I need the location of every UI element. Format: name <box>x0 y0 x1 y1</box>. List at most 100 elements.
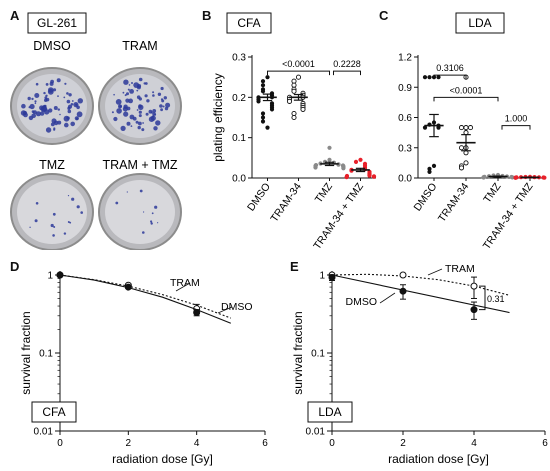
colony <box>126 92 129 96</box>
data-point <box>436 75 441 80</box>
colony <box>151 212 154 215</box>
series-label: DMSO <box>346 296 378 308</box>
data-point <box>427 166 432 171</box>
data-point <box>295 74 302 80</box>
colony <box>150 220 153 223</box>
panel-letter-d: D <box>10 259 20 274</box>
data-point <box>358 157 363 162</box>
colony <box>160 98 164 101</box>
method-label: LDA <box>468 16 491 30</box>
data-point <box>291 114 297 121</box>
method-box <box>31 401 77 423</box>
colony <box>138 114 142 118</box>
colony <box>67 109 72 114</box>
difference-label: 0.31 <box>487 294 505 304</box>
cell-line-label: GL-261 <box>37 16 77 30</box>
colony <box>71 197 75 201</box>
data-point-dmso <box>124 283 132 291</box>
dish-surface <box>105 180 175 244</box>
colony <box>48 108 53 113</box>
colony <box>39 111 45 116</box>
colony <box>66 92 69 95</box>
data-point <box>427 75 432 80</box>
colony <box>136 109 139 111</box>
data-point <box>513 175 518 180</box>
p-value-label: 0.2228 <box>333 59 361 69</box>
colony <box>163 96 167 100</box>
data-point <box>431 163 437 168</box>
colony <box>136 89 139 92</box>
colony <box>135 120 139 124</box>
method-box <box>307 401 353 423</box>
colony <box>64 122 69 128</box>
colony <box>50 122 55 127</box>
data-point <box>463 160 469 166</box>
y-axis-label: plating efficiency <box>211 73 225 162</box>
data-point <box>353 159 359 164</box>
dish-label-tram-tmz: TRAM + TMZ <box>102 158 177 172</box>
colony <box>146 99 150 103</box>
y-tick-label: 0.2 <box>232 93 246 104</box>
colony <box>143 211 145 213</box>
data-point <box>286 98 293 104</box>
data-point-dmso <box>470 306 478 314</box>
y-tick-label: 0.9 <box>398 83 412 94</box>
colony <box>50 79 54 84</box>
colony <box>76 205 80 209</box>
x-tick-label: 2 <box>400 438 406 449</box>
data-point <box>422 75 428 80</box>
colony <box>138 77 143 82</box>
colony <box>116 108 122 114</box>
colony <box>122 106 128 112</box>
colony <box>165 102 171 108</box>
dish-label-tmz: TMZ <box>39 158 65 172</box>
colony <box>67 104 73 109</box>
colony <box>122 91 125 94</box>
colony <box>21 103 26 109</box>
colony <box>48 87 54 93</box>
colony <box>23 112 28 118</box>
x-tick-label: 0 <box>329 438 335 449</box>
colony <box>29 226 31 228</box>
colony <box>34 93 40 98</box>
colony <box>126 191 128 193</box>
data-point <box>458 165 465 171</box>
y-tick-label: 0.6 <box>398 113 412 124</box>
colony <box>162 105 165 108</box>
colony <box>53 226 56 228</box>
colony <box>137 125 141 130</box>
colony <box>127 88 130 91</box>
y-tick-label: 0.1 <box>311 349 325 360</box>
colony <box>75 103 78 106</box>
colony <box>138 110 142 114</box>
colony <box>115 99 122 105</box>
panel-letter-c: C <box>379 8 389 23</box>
dish-3 <box>10 173 94 250</box>
data-point <box>341 166 346 171</box>
colony <box>34 219 38 223</box>
y-tick-label: 1.2 <box>398 53 412 64</box>
series-leader-line <box>175 282 191 292</box>
colony <box>80 211 83 214</box>
data-point <box>510 175 515 180</box>
colony <box>63 232 67 235</box>
y-tick-label: 0.1 <box>232 133 246 144</box>
x-tick-label: 4 <box>471 438 477 449</box>
data-point <box>260 119 266 124</box>
colony <box>144 94 148 98</box>
colony <box>152 91 155 94</box>
data-point <box>436 125 441 130</box>
colony <box>53 106 58 110</box>
series-label: DMSO <box>221 301 253 313</box>
colony <box>70 103 74 106</box>
colony <box>123 79 129 85</box>
data-point <box>344 175 349 180</box>
significance-bracket <box>433 96 499 102</box>
dish-1 <box>10 67 94 145</box>
colony <box>155 120 161 126</box>
fit-line-dmso <box>59 274 232 324</box>
y-tick-label: 0.3 <box>232 53 246 64</box>
dish-label-tram: TRAM <box>122 39 157 53</box>
colony <box>154 205 158 209</box>
